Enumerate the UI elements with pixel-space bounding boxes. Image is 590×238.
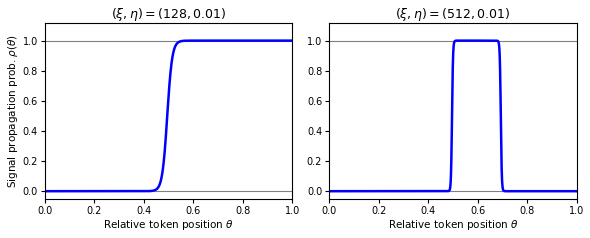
Y-axis label: Signal propagation prob. $\rho(\theta)$: Signal propagation prob. $\rho(\theta)$ [5,34,19,188]
Title: $(\xi, \eta) = (128, 0.01)$: $(\xi, \eta) = (128, 0.01)$ [111,5,226,23]
X-axis label: Relative token position $\theta$: Relative token position $\theta$ [103,218,234,233]
Title: $(\xi, \eta) = (512, 0.01)$: $(\xi, \eta) = (512, 0.01)$ [395,5,510,23]
X-axis label: Relative token position $\theta$: Relative token position $\theta$ [388,218,519,233]
